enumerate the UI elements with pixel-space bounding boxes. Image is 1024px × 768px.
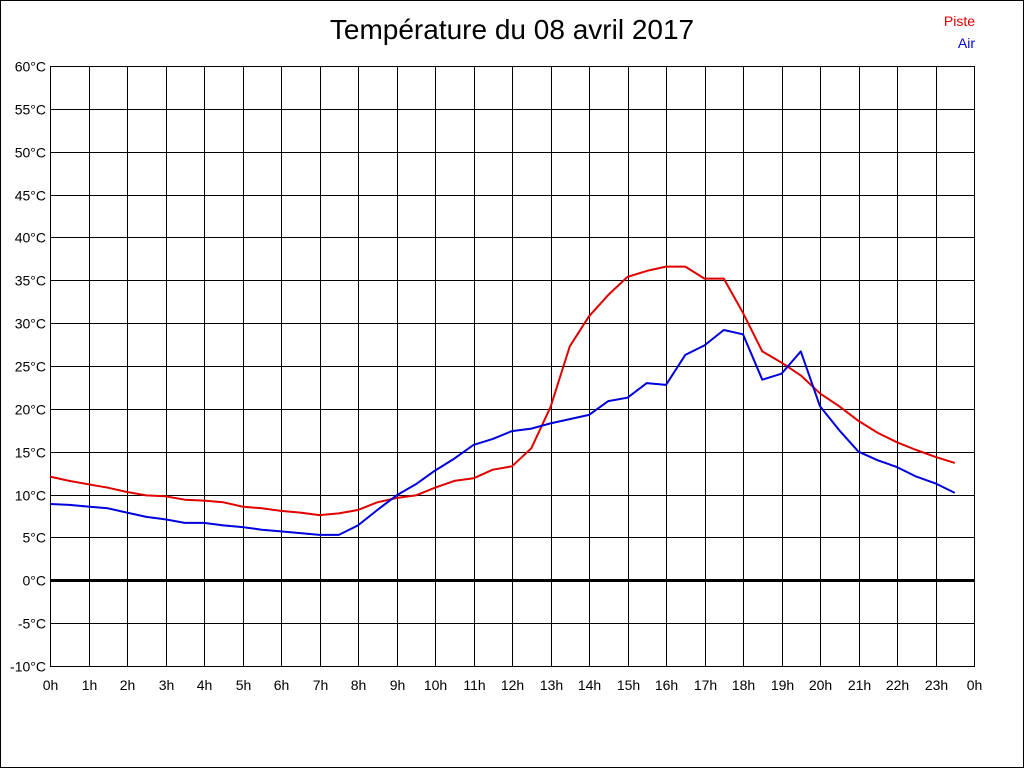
x-tick-label: 10h: [424, 677, 447, 693]
y-tick-label: -5°C: [18, 616, 46, 632]
x-tick-label: 1h: [82, 677, 98, 693]
legend-entry-piste: Piste: [943, 13, 975, 29]
x-tick-label: 13h: [540, 677, 563, 693]
plot-border: [50, 66, 975, 667]
x-tick-label: 11h: [463, 677, 485, 693]
y-tick-label: 25°C: [15, 359, 46, 375]
y-tick-label: 5°C: [23, 530, 47, 546]
x-tick-label: 4h: [197, 677, 213, 693]
x-tick-label: 6h: [274, 677, 290, 693]
x-tick-label: 19h: [771, 677, 794, 693]
x-tick-label: 0h: [43, 677, 59, 693]
x-tick-label: 3h: [159, 677, 175, 693]
x-tick-label: 16h: [655, 677, 678, 693]
x-tick-label: 8h: [351, 677, 367, 693]
x-tick-label: 17h: [694, 677, 717, 693]
x-tick-label: 9h: [390, 677, 406, 693]
y-tick-label: 10°C: [15, 488, 46, 504]
x-tick-label: 15h: [617, 677, 640, 693]
series-line-piste: [49, 265, 956, 517]
x-tick-label: 18h: [732, 677, 755, 693]
y-tick-label: 55°C: [15, 102, 46, 118]
x-tick-label: 0h: [967, 677, 983, 693]
y-tick-label: 50°C: [15, 145, 46, 161]
x-tick-label: 5h: [236, 677, 252, 693]
x-tick-label: 22h: [886, 677, 909, 693]
x-tick-label: 23h: [925, 677, 948, 693]
y-tick-label: 35°C: [15, 273, 46, 289]
y-tick-label: 30°C: [15, 316, 46, 332]
legend-entry-air: Air: [957, 35, 975, 51]
chart-title: Température du 08 avril 2017: [329, 14, 695, 45]
y-tick-label: 0°C: [23, 573, 47, 589]
x-tick-label: 2h: [120, 677, 136, 693]
y-tick-label: 45°C: [15, 188, 46, 204]
y-tick-label: 15°C: [15, 445, 46, 461]
x-tick-label: 14h: [578, 677, 601, 693]
y-tick-label: 40°C: [15, 230, 46, 246]
y-tick-label: -10°C: [10, 659, 46, 675]
x-tick-label: 7h: [313, 677, 329, 693]
y-tick-label: 60°C: [15, 59, 46, 75]
x-tick-label: 21h: [848, 677, 871, 693]
x-tick-label: 12h: [501, 677, 524, 693]
x-tick-label: 20h: [809, 677, 832, 693]
y-tick-label: 20°C: [15, 402, 46, 418]
series-line-air: [49, 329, 956, 536]
